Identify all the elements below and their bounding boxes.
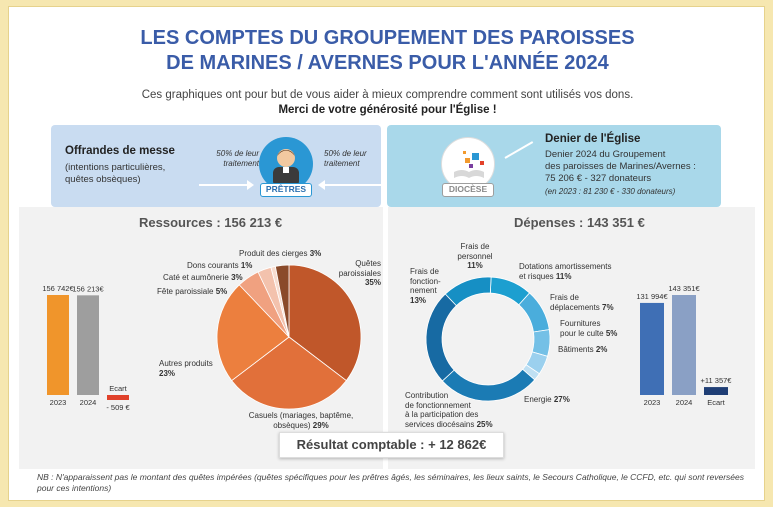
donut-label-deplacements: Frais de déplacements 7%: [550, 293, 614, 312]
thanks-message: Merci de votre générosité pour l'Église …: [278, 104, 497, 116]
result-box: Résultat comptable : + 12 862€: [279, 432, 504, 458]
donut-label-dotations: Dotations amortissements et risques 11%: [519, 262, 612, 281]
ressources-pie-chart: [216, 264, 362, 410]
donut-label-fournitures: Fournitures pour le culte 5%: [560, 319, 618, 338]
pie-label-cierges: Produit des cierges 3%: [239, 249, 322, 258]
arrow-from-diocese: [324, 184, 392, 186]
right-note: 50% de leur traitement: [324, 149, 367, 168]
denier-prev: (en 2023 : 81 230 € - 330 donateurs): [545, 187, 676, 196]
donut-label-personnel: Frais de personnel 11%: [457, 242, 493, 270]
subtitle: Ces graphiques ont pour but de vous aide…: [141, 89, 634, 101]
slice-6: [274, 264, 290, 338]
page-title-line2: DE MARINES / AVERNES POUR L'ANNÉE 2024: [166, 52, 609, 74]
bar-value-label: 143 351€: [668, 284, 700, 293]
donut-label-energie: Energie 27%: [524, 395, 570, 404]
pretres-label: PRÊTRES: [260, 183, 312, 197]
pie-label-cate: Caté et aumônerie 3%: [163, 273, 243, 282]
pie-label-dons: Dons courants 1%: [187, 261, 253, 270]
bar-value-label: +11 357€: [701, 376, 733, 385]
pie-label-fete: Fête paroissiale 5%: [157, 287, 228, 296]
slice-2: [216, 284, 290, 382]
donut-label-contribution: Contribution de fonctionnement à la partic…: [405, 391, 493, 429]
bar-ecart: [704, 387, 728, 395]
donut-label-fonctionnement: Frais de fonction-nement 13%: [410, 267, 441, 305]
arrow-head-left-icon: [318, 180, 325, 190]
bar-2023: [47, 295, 69, 395]
depenses-panel: Dépenses : 143 351 € 131 994€ 2023 143 351…: [388, 207, 755, 469]
denier-title: Denier de l'Église: [545, 133, 641, 145]
depenses-donut-chart: [425, 276, 551, 402]
slice-1: [231, 336, 347, 410]
bar-category-label: 2024: [80, 398, 97, 407]
denier-desc2: des paroisses de Marines/Avernes :: [545, 161, 696, 172]
ressources-panel: Ressources : 156 213 € 156 742€ 2023 156 2…: [19, 207, 383, 469]
priest-icon: [259, 137, 313, 191]
bar-category-label: Ecart: [109, 384, 127, 393]
pie-label-autres: Autres produits 23%: [159, 359, 213, 378]
depenses-bar-chart: 131 994€ 2023 143 351€ 2024 +11 357€ Ecart: [636, 284, 733, 407]
bar-category-label: 2023: [50, 398, 67, 407]
depenses-title: Dépenses : 143 351 €: [514, 215, 645, 230]
infographic-frame: LES COMPTES DU GROUPEMENT DES PAROISSES …: [8, 6, 765, 501]
arrow-head-icon: [247, 180, 254, 190]
bar-value-label: - 509 €: [106, 403, 130, 412]
denier-band: Denier de l'Église Denier 2024 du Groupe…: [387, 125, 721, 207]
left-note: 50% de leur traitement: [216, 149, 259, 168]
ressources-bar-chart: 156 742€ 2023 156 213€ 2024 - 509 € Ecart: [42, 284, 130, 412]
donut-label-batiments: Bâtiments 2%: [558, 345, 608, 354]
arrow-to-pretres: [199, 184, 249, 186]
diocese-icon: [441, 137, 495, 191]
bar-2023: [640, 302, 664, 395]
pie-label-casuels: Casuels (mariages, baptême, obsèques) 29%: [248, 411, 354, 430]
bar-category-label: Ecart: [707, 398, 725, 407]
bar-category-label: 2024: [676, 398, 693, 407]
denier-desc3: 75 206 € - 327 donateurs: [545, 173, 652, 184]
bar-2024: [672, 295, 696, 395]
bar-category-label: 2023: [644, 398, 661, 407]
slice-7: [444, 276, 492, 307]
bar-value-label: 156 742€: [42, 284, 74, 293]
bar-value-label: 131 994€: [636, 292, 668, 301]
footnote: NB : N'apparaissent pas le montant des q…: [37, 472, 744, 493]
bar-value-label: 156 213€: [72, 284, 104, 293]
offrandes-desc: (intentions particulières, quêtes obsèqu…: [65, 162, 166, 185]
bar-2024: [77, 295, 99, 395]
bar-ecart: [107, 395, 129, 400]
slice-6: [425, 293, 457, 382]
diocese-label: DIOCÈSE: [442, 183, 494, 197]
offrandes-band: Offrandes de messe (intentions particuli…: [51, 125, 381, 207]
denier-desc1: Denier 2024 du Groupement: [545, 149, 666, 160]
page-title-line1: LES COMPTES DU GROUPEMENT DES PAROISSES: [140, 27, 635, 49]
offrandes-title: Offrandes de messe: [65, 145, 175, 157]
slice-0: [288, 264, 362, 382]
arrow-to-diocese: [504, 141, 534, 159]
pie-label-quetes: Quêtes paroissiales 35%: [338, 259, 381, 287]
ressources-title: Ressources : 156 213 €: [139, 215, 283, 230]
